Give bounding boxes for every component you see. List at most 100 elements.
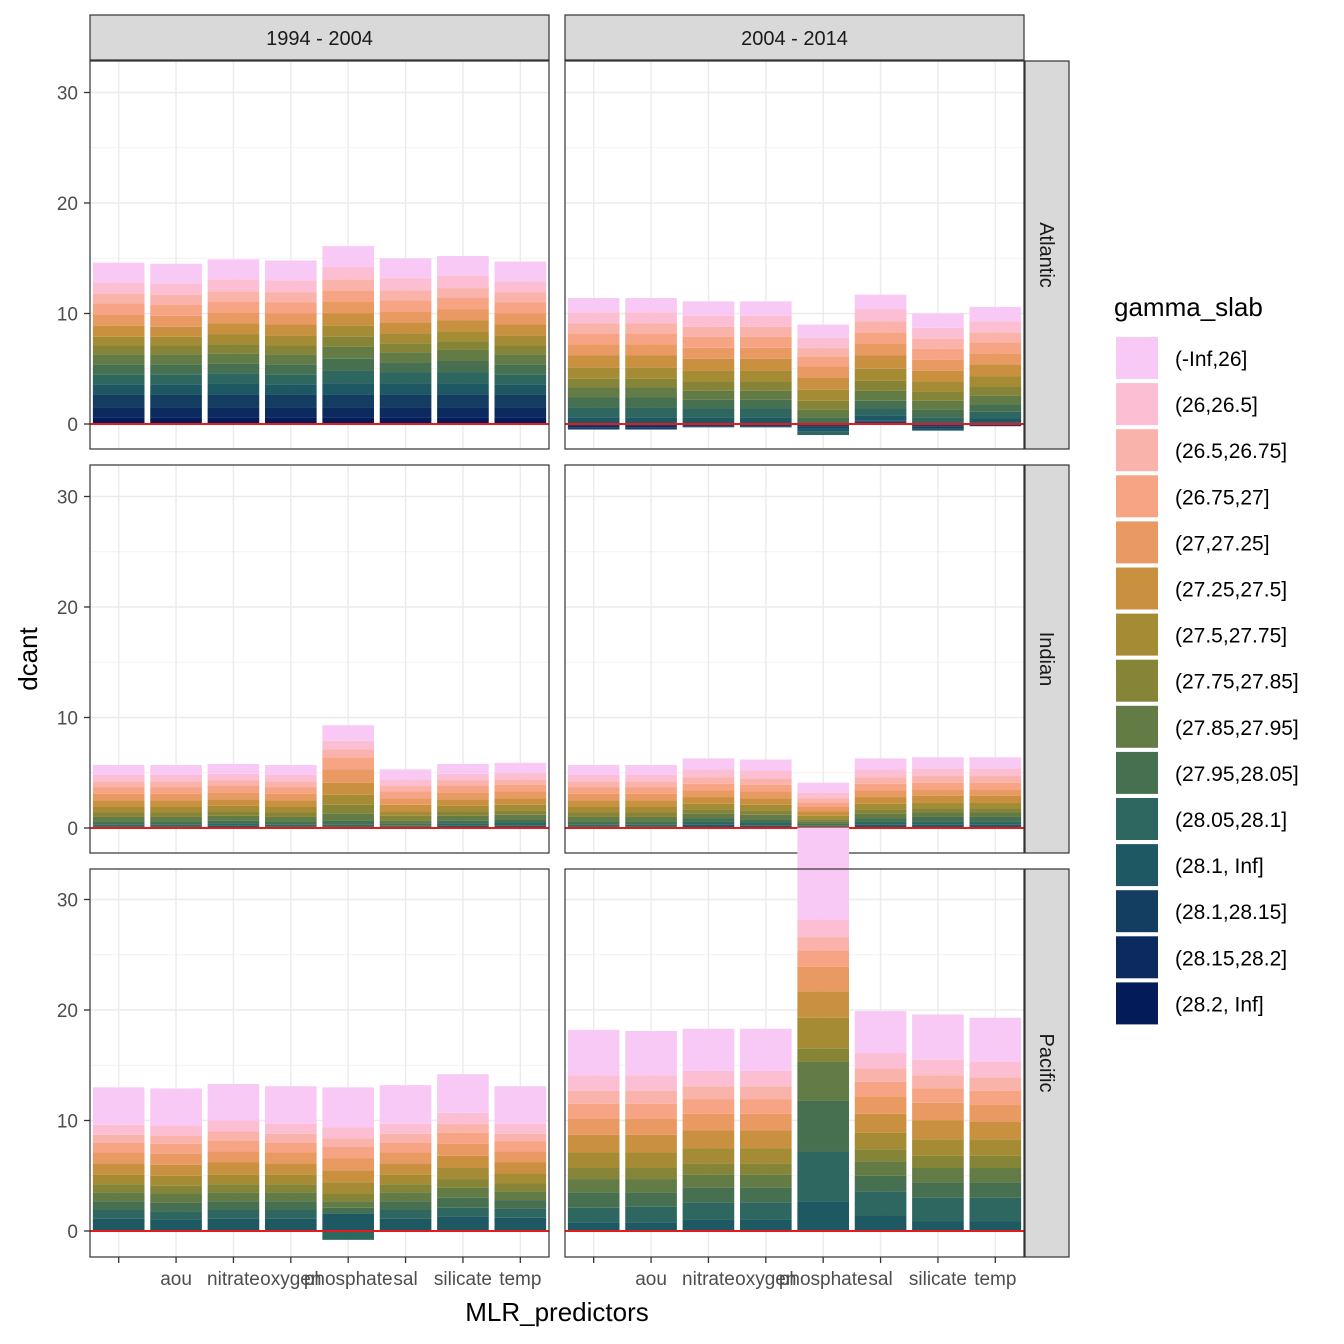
legend-label: (27.75,27.85] [1175, 671, 1299, 694]
bar-segment [494, 1183, 547, 1192]
bar-segment [969, 306, 1022, 322]
bar-segment [567, 821, 620, 825]
bar-segment [854, 758, 907, 770]
x-tick-label: temp [499, 1269, 541, 1290]
bar-segment [739, 315, 792, 327]
bar-segment [739, 759, 792, 771]
panel-border [89, 464, 550, 854]
bar-segment [797, 417, 850, 424]
bar-segment [437, 256, 489, 276]
bar-segment [625, 824, 677, 827]
bar-segment [854, 368, 907, 381]
bar-segment [969, 789, 1022, 796]
bar-segment [150, 294, 202, 305]
bar-segment [437, 383, 489, 395]
x-tick-label: silicate [909, 1269, 967, 1290]
bar-segment [92, 787, 145, 794]
bar-segment [682, 1163, 735, 1175]
bar-segment [739, 798, 792, 805]
y-tick-label: 30 [57, 488, 78, 509]
bar-segment [567, 781, 620, 788]
bar-segment [379, 1192, 432, 1202]
bar-segment [854, 408, 907, 416]
bar-segment [150, 407, 202, 418]
bar-segment [682, 769, 735, 778]
bar-segment [150, 1126, 202, 1136]
bar-segment [264, 1201, 317, 1211]
bar-segment [264, 800, 317, 808]
bar-segment [379, 791, 432, 799]
bar-segment [207, 799, 260, 806]
bar-segment [739, 814, 792, 820]
bar-segment [92, 384, 145, 395]
bar-segment [797, 825, 850, 827]
bar-segment [379, 769, 432, 780]
bar-segment [739, 825, 792, 828]
bar-segment [92, 354, 145, 365]
bar-segment [92, 800, 145, 808]
bar-segment [797, 1017, 850, 1049]
bar-segment [322, 1170, 375, 1183]
bar-segment [437, 823, 489, 826]
bar-segment [494, 1086, 547, 1124]
bar-segment [567, 1134, 620, 1153]
bar-segment [854, 797, 907, 804]
bar-segment [912, 1102, 964, 1121]
bar-segment [437, 1123, 489, 1133]
bar-segment [912, 348, 964, 360]
bar-segment [379, 804, 432, 812]
bar-segment [150, 1135, 202, 1144]
y-tick-label: 10 [57, 1112, 78, 1133]
y-axis-title: dcant [13, 626, 43, 690]
bar-segment [494, 384, 547, 395]
x-tick-label: sal [868, 1269, 892, 1290]
bar-segment [969, 757, 1022, 769]
panel-border [564, 868, 1025, 1258]
legend-swatch [1116, 751, 1158, 794]
bar-segment [854, 294, 907, 310]
bar-segment [969, 386, 1022, 396]
bar-segment [854, 783, 907, 791]
bar-segment [682, 803, 735, 810]
bar-segment [322, 279, 375, 291]
bar-segment [567, 1118, 620, 1135]
bar-segment [854, 332, 907, 344]
bar-segment [207, 279, 260, 292]
legend-label: (27,27.25] [1175, 532, 1270, 555]
bar-segment [207, 1120, 260, 1132]
bar-segment [379, 383, 432, 395]
bar-segment [969, 795, 1022, 803]
legend-swatch [1116, 521, 1158, 564]
bar-segment [437, 320, 489, 332]
legend-swatch [1116, 613, 1158, 656]
bar-segment [625, 1118, 677, 1135]
bar-segment [379, 343, 432, 353]
bar-segment [912, 1155, 964, 1169]
bar-segment [912, 391, 964, 401]
bar-segment [682, 824, 735, 828]
bar-segment [92, 1218, 145, 1231]
bar-segment [567, 800, 620, 808]
bar-segment [322, 370, 375, 384]
bar-segment [739, 1148, 792, 1164]
x-axis-title: MLR_predictors [465, 1297, 649, 1327]
legend-swatch [1116, 798, 1158, 840]
bar-segment [969, 1139, 1022, 1156]
legend-label: (26.5,26.75] [1175, 440, 1287, 463]
bar-segment [264, 302, 317, 314]
bar-segment [92, 407, 145, 418]
bar-segment [625, 1168, 677, 1180]
legend-label: (26,26.5] [1175, 394, 1258, 417]
bar-segment [682, 326, 735, 337]
bar-segment [494, 313, 547, 325]
bar-segment [322, 813, 375, 821]
y-tick-label: 30 [57, 84, 78, 105]
bar-segment [682, 1130, 735, 1149]
bar-segment [912, 382, 964, 392]
bar-segment [494, 261, 547, 282]
bar-segment [207, 1210, 260, 1219]
bar-segment [912, 425, 964, 427]
bar-segment [494, 302, 547, 314]
bar-segment [682, 408, 735, 418]
bar-segment [264, 793, 317, 801]
